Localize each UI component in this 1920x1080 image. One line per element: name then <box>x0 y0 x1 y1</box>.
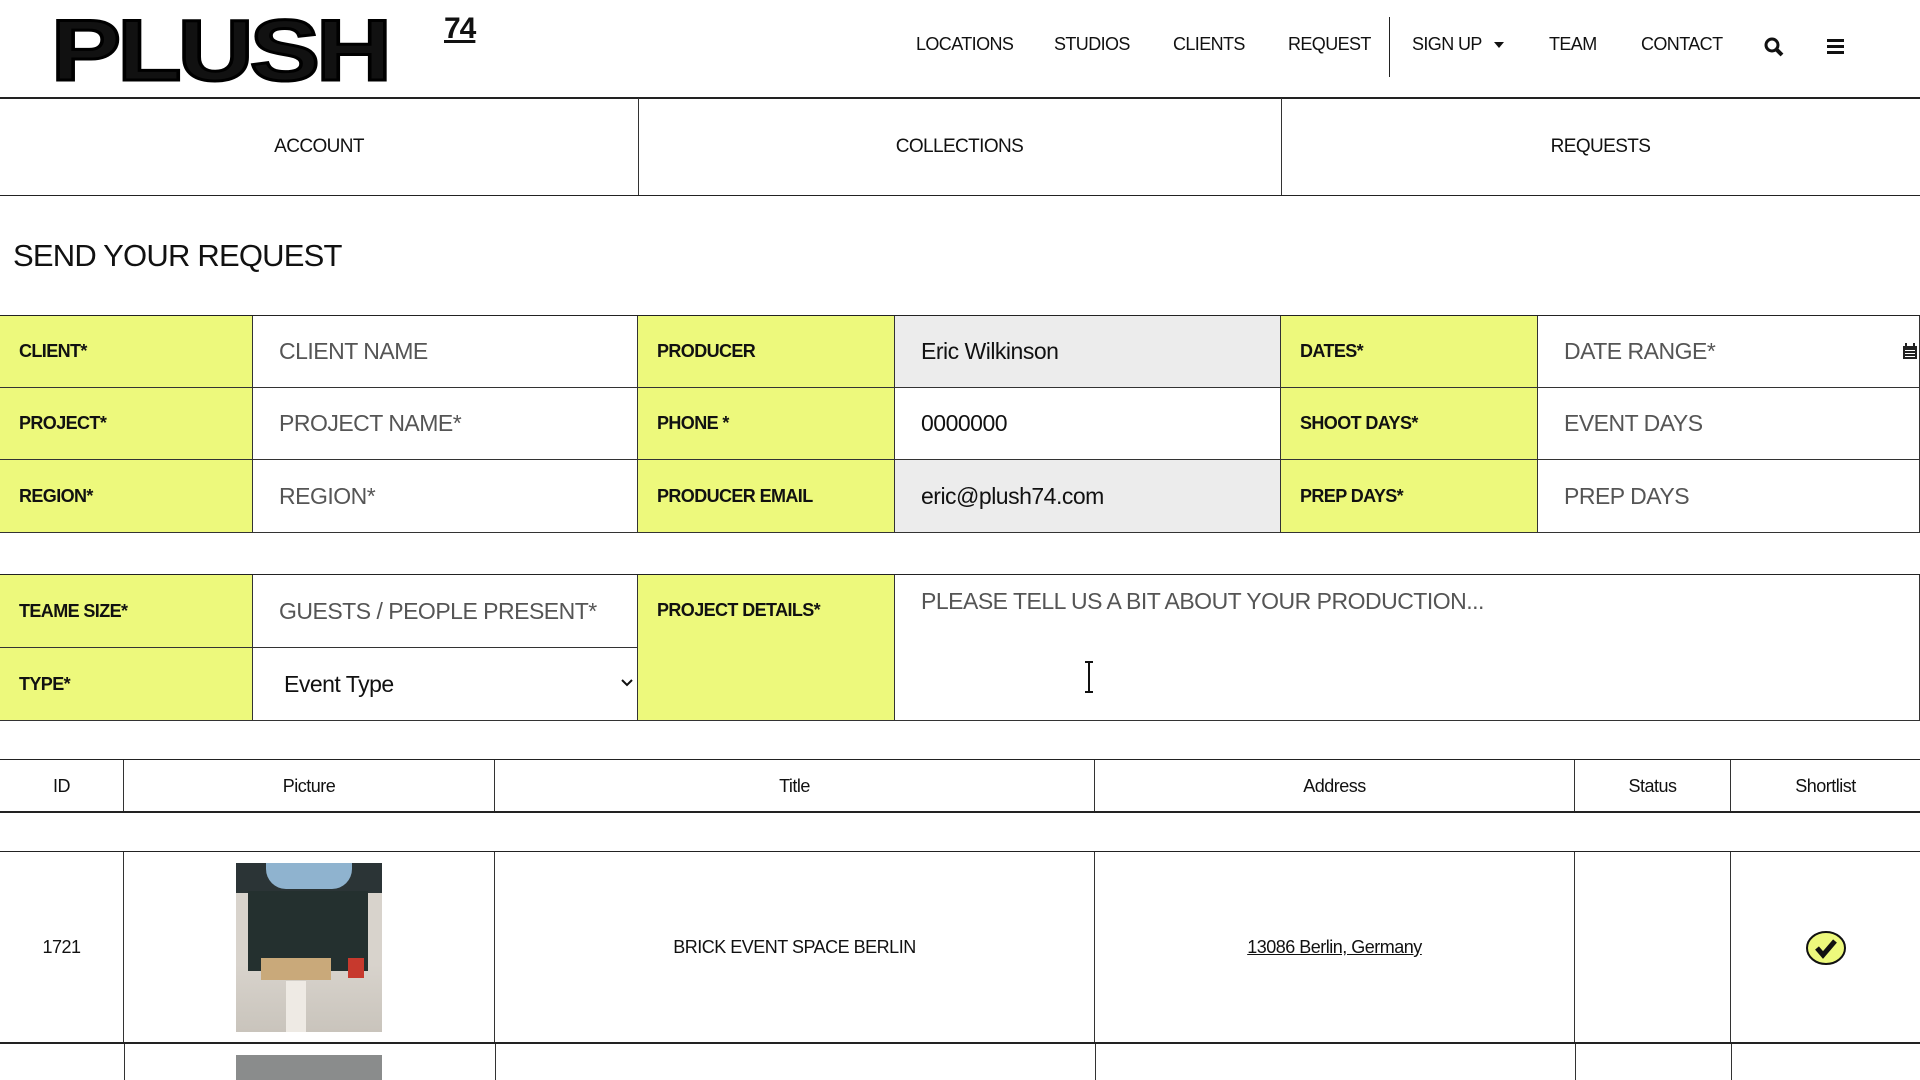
producer-email-label: PRODUCER EMAIL <box>638 460 895 533</box>
nav-studios[interactable]: STUDIOS <box>1054 34 1130 54</box>
team-size-label: TEAME SIZE* <box>0 575 253 648</box>
col-divider <box>495 1044 496 1080</box>
nav-locations[interactable]: LOCATIONS <box>916 34 1014 54</box>
row-picture-cell <box>124 852 495 1043</box>
producer-label: PRODUCER <box>638 316 895 388</box>
client-label: CLIENT* <box>0 316 253 388</box>
tab-divider <box>638 98 639 196</box>
project-input[interactable]: PROJECT NAME* <box>253 388 638 460</box>
phone-label: PHONE * <box>638 388 895 460</box>
row-shortlist-cell <box>1731 852 1920 1043</box>
col-divider <box>1575 1044 1576 1080</box>
chevron-down-icon <box>621 679 633 687</box>
row-address-cell: 13086 Berlin, Germany <box>1095 852 1575 1043</box>
project-details-textarea[interactable]: PLEASE TELL US A BIT ABOUT YOUR PRODUCTI… <box>895 575 1920 721</box>
form-top-border <box>0 315 1920 316</box>
region-input[interactable]: REGION* <box>253 460 638 533</box>
row-title: BRICK EVENT SPACE BERLIN <box>495 852 1095 1043</box>
shoot-days-input[interactable]: EVENT DAYS <box>1538 388 1920 460</box>
table-row-border <box>0 1042 1920 1044</box>
region-label: REGION* <box>0 460 253 533</box>
nav-request[interactable]: REQUEST <box>1288 34 1371 54</box>
location-thumbnail[interactable] <box>236 1055 382 1080</box>
text-cursor-icon <box>1085 661 1093 693</box>
search-icon[interactable] <box>1763 36 1785 58</box>
dates-label: DATES* <box>1281 316 1538 388</box>
table-header-border <box>0 811 1920 813</box>
table-top-border <box>0 759 1920 760</box>
row-id: 1721 <box>0 852 124 1043</box>
col-id[interactable]: ID <box>0 760 124 812</box>
row-status <box>1575 852 1731 1043</box>
page-title: SEND YOUR REQUEST <box>13 238 342 273</box>
producer-email-input[interactable]: eric@plush74.com <box>895 460 1281 533</box>
type-selected: Event Type <box>284 670 394 697</box>
nav-divider <box>1389 17 1390 77</box>
team-size-input[interactable]: GUESTS / PEOPLE PRESENT* <box>253 575 638 648</box>
client-input[interactable]: CLIENT NAME <box>253 316 638 388</box>
hamburger-icon[interactable] <box>1827 37 1845 55</box>
shortlist-check-icon[interactable] <box>1805 930 1846 965</box>
col-address[interactable]: Address <box>1095 760 1575 812</box>
col-title[interactable]: Title <box>495 760 1095 812</box>
header-divider <box>0 97 1920 99</box>
caret-down-icon <box>1493 42 1504 49</box>
calendar-icon[interactable] <box>1903 343 1917 359</box>
col-shortlist[interactable]: Shortlist <box>1795 775 1856 796</box>
logo[interactable]: PLUSH <box>49 3 394 99</box>
signup-label: SIGN UP <box>1412 34 1482 54</box>
shoot-days-label: SHOOT DAYS* <box>1281 388 1538 460</box>
form2-top-border <box>0 574 1920 575</box>
producer-input[interactable]: Eric Wilkinson <box>895 316 1281 388</box>
col-divider <box>1731 1044 1732 1080</box>
nav-contact[interactable]: CONTACT <box>1641 34 1723 54</box>
prep-days-input[interactable]: PREP DAYS <box>1538 460 1920 533</box>
col-divider <box>1095 1044 1096 1080</box>
tab-divider <box>1281 98 1282 196</box>
col-status[interactable]: Status <box>1575 760 1731 812</box>
dates-placeholder: DATE RANGE* <box>1564 338 1716 364</box>
project-label: PROJECT* <box>0 388 253 460</box>
phone-input[interactable]: 0000000 <box>895 388 1281 460</box>
table-row-border <box>0 851 1920 852</box>
nav-signup[interactable]: SIGN UP <box>1412 34 1504 55</box>
nav-clients[interactable]: CLIENTS <box>1173 34 1245 54</box>
logo-superscript: 74 <box>444 12 476 45</box>
tab-collections[interactable]: COLLECTIONS <box>895 136 1024 157</box>
col-divider <box>124 1044 125 1080</box>
row-address-link[interactable]: 13086 Berlin, Germany <box>1247 937 1422 957</box>
tabs-divider <box>0 195 1920 196</box>
dates-input[interactable]: DATE RANGE* <box>1538 316 1920 388</box>
project-details-label: PROJECT DETAILS* <box>638 575 895 721</box>
tab-account[interactable]: ACCOUNT <box>274 136 364 157</box>
col-picture[interactable]: Picture <box>124 760 495 812</box>
prep-days-label: PREP DAYS* <box>1281 460 1538 533</box>
nav-team[interactable]: TEAM <box>1549 34 1597 54</box>
tab-requests[interactable]: REQUESTS <box>1550 136 1651 157</box>
type-label: TYPE* <box>0 648 253 721</box>
type-select[interactable]: Event Type <box>253 648 638 721</box>
location-thumbnail[interactable] <box>236 863 382 1032</box>
